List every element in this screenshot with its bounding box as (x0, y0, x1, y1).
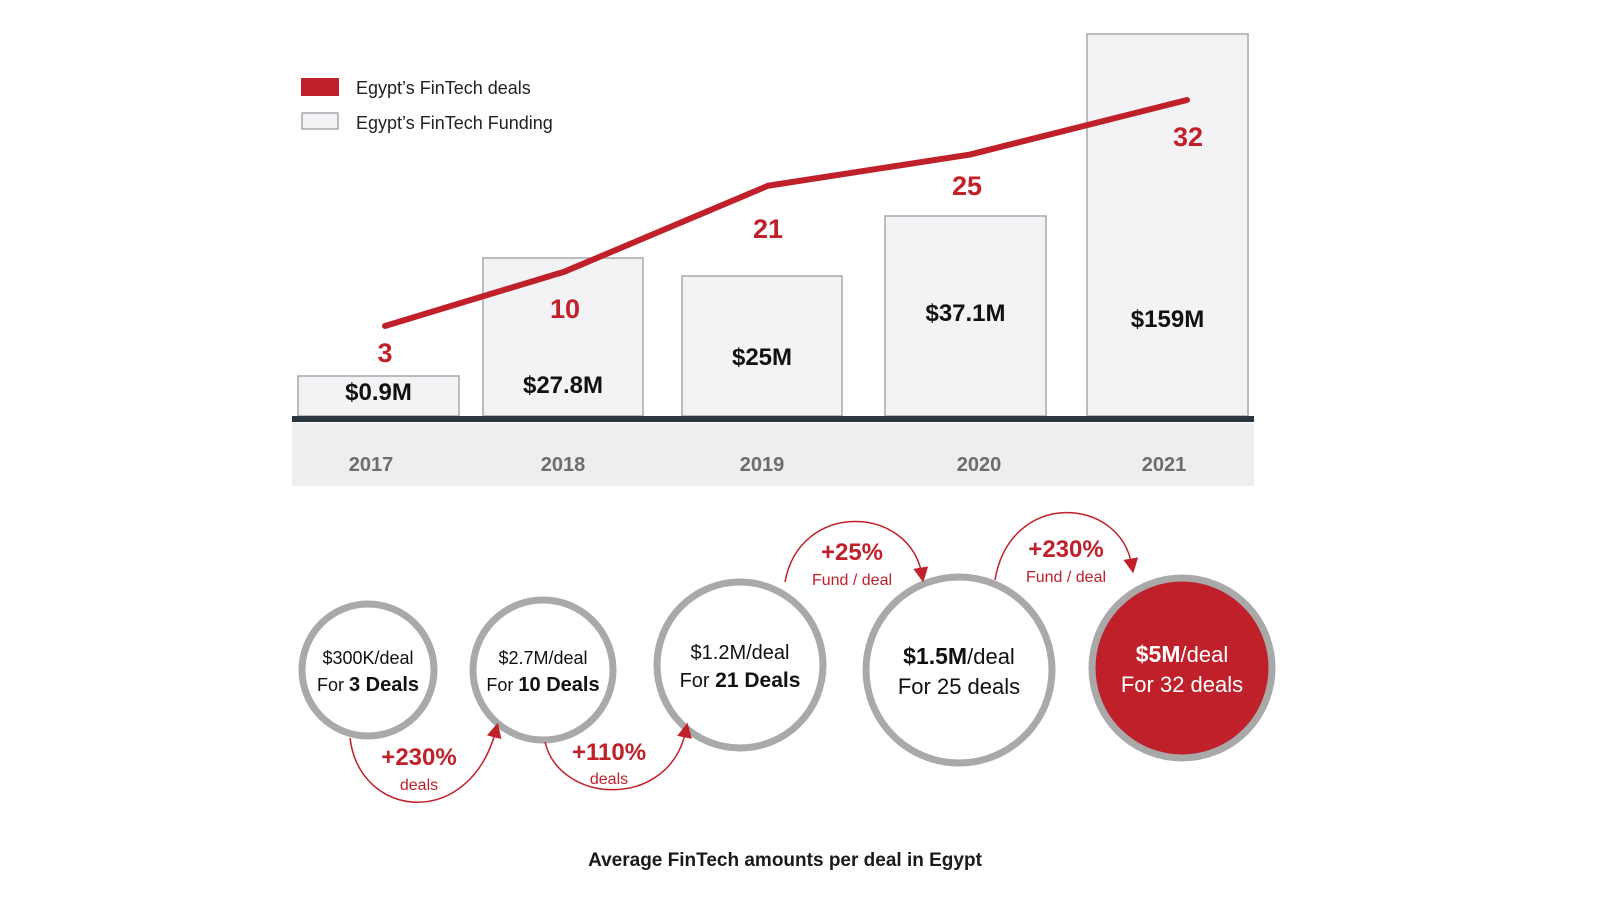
per-deal-count: For 21 Deals (680, 669, 801, 692)
growth-label: deals (400, 777, 438, 794)
deals-count-label: 32 (1173, 122, 1203, 152)
per-deal-amount: $300K/deal (322, 648, 413, 668)
legend-deals-swatch (301, 78, 339, 96)
per-deal-count: For 10 Deals (486, 674, 599, 696)
deals-count-label: 10 (550, 294, 580, 324)
year-labels: 2017 2018 2019 2020 2021 (349, 454, 1187, 476)
growth-arrows: +230% deals +110% deals +25% Fund / deal +230%… (349, 511, 1139, 803)
amount-value: $2.7M (498, 648, 548, 668)
growth-percent: +230% (1028, 536, 1103, 563)
deals-count-label: 21 (753, 214, 783, 244)
amount-unit: /deal (1181, 642, 1229, 667)
deals-line (382, 97, 1190, 329)
count-prefix: For (680, 670, 716, 692)
per-deal-circle (298, 600, 438, 740)
year-label-2017: 2017 (349, 454, 394, 476)
per-deal-circle (653, 578, 827, 752)
year-label-2019: 2019 (740, 454, 785, 476)
funding-value-label: $0.9M (345, 379, 412, 406)
growth-label: Fund / deal (1026, 569, 1106, 586)
count-prefix: For (486, 675, 518, 695)
legend: Egypt’s FinTech deals Egypt’s FinTech Fu… (301, 78, 553, 133)
per-deal-circle (862, 573, 1056, 767)
amount-value: $300K (322, 648, 374, 668)
growth-label: Fund / deal (812, 572, 892, 589)
amount-value: $1.2M (691, 642, 747, 664)
funding-bars: $0.9M $27.8M $25M $37.1M $159M (297, 33, 1249, 417)
amount-unit: /deal (375, 648, 414, 668)
growth-arrow (349, 722, 502, 803)
amount-unit: /deal (548, 648, 587, 668)
per-deal-count: For 32 deals (1121, 672, 1243, 697)
growth-percent: +230% (381, 744, 456, 771)
funding-value-label: $159M (1131, 306, 1204, 333)
legend-deals-label: Egypt’s FinTech deals (356, 78, 531, 98)
per-deal-count: For 3 Deals (317, 674, 419, 696)
growth-percent: +25% (821, 539, 883, 566)
per-deal-amount: $5M/deal (1136, 641, 1228, 667)
count-value: 3 Deals (349, 674, 419, 696)
growth-arrow (784, 520, 929, 583)
deals-count-label: 3 (377, 338, 392, 368)
year-label-2021: 2021 (1142, 454, 1187, 476)
funding-bar-2017 (297, 375, 460, 417)
growth-arrow (994, 511, 1139, 581)
per-deal-amount: $2.7M/deal (498, 648, 587, 668)
amount-unit: /deal (967, 644, 1015, 669)
count-prefix: For (317, 675, 349, 695)
legend-funding-label: Egypt’s FinTech Funding (356, 113, 553, 133)
amount-value: $1.5M (903, 643, 967, 669)
funding-bar-2020 (884, 215, 1047, 417)
year-label-2020: 2020 (957, 454, 1002, 476)
deals-line-series: 3 10 21 25 32 (377, 97, 1203, 368)
funding-bar-2021 (1086, 33, 1249, 417)
amount-unit: /deal (746, 642, 789, 664)
count-prefix: For 25 deals (898, 674, 1020, 699)
per-deal-amount: $1.2M/deal (691, 642, 790, 664)
funding-value-label: $25M (732, 344, 792, 371)
funding-value-label: $27.8M (523, 372, 603, 399)
amount-value: $5M (1136, 641, 1181, 667)
legend-funding-swatch (301, 112, 339, 130)
year-label-2018: 2018 (541, 454, 586, 476)
funding-bar-2018 (482, 257, 644, 417)
deals-count-label: 25 (952, 171, 982, 201)
count-value: 21 Deals (715, 669, 800, 692)
count-prefix: For 32 deals (1121, 672, 1243, 697)
growth-arrow (544, 722, 692, 791)
per-deal-circles: $300K/deal For 3 Deals $2.7M/deal For 10 De… (298, 573, 1276, 767)
year-axis-band (292, 423, 1254, 486)
per-deal-count: For 25 deals (898, 674, 1020, 699)
per-deal-circle (1088, 574, 1276, 762)
growth-label: deals (590, 771, 628, 788)
growth-percent: +110% (572, 739, 646, 766)
per-deal-circle (469, 596, 617, 744)
funding-value-label: $37.1M (925, 300, 1005, 327)
per-deal-amount: $1.5M/deal (903, 643, 1015, 669)
caption: Average FinTech amounts per deal in Egyp… (588, 850, 982, 871)
count-value: 10 Deals (518, 674, 599, 696)
